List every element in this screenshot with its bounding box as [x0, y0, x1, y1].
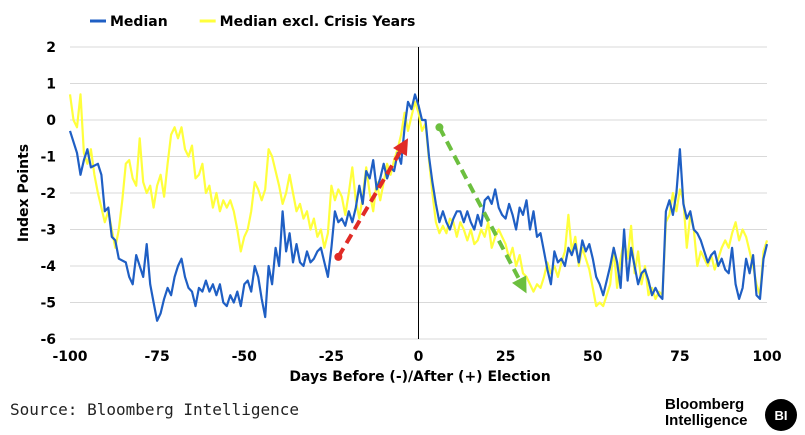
logo-line-1: Bloomberg: [665, 396, 745, 413]
y-tick-label: 1: [46, 77, 56, 93]
series-line-0: [68, 93, 769, 322]
x-tick-label: 0: [414, 349, 424, 365]
arrow-head-0: [393, 138, 409, 157]
arrow-shaft-1: [437, 126, 521, 281]
y-tick-label: -4: [40, 259, 56, 275]
bloomberg-intelligence-logo: Bloomberg Intelligence: [665, 397, 748, 429]
y-tick-label: 0: [46, 113, 56, 129]
x-tick-label: 100: [752, 349, 781, 365]
x-axis-label: Days Before (-)/After (+) Election: [289, 369, 550, 385]
y-tick-label: -5: [40, 296, 56, 312]
y-tick-label: -6: [40, 332, 56, 348]
x-tick-label: -25: [319, 349, 344, 365]
x-tick-label: 75: [670, 349, 689, 365]
source-note: Source: Bloomberg Intelligence: [10, 400, 299, 419]
y-tick-label: 2: [46, 40, 56, 56]
arrow-start-1: [435, 123, 444, 132]
x-tick-label: 50: [583, 349, 603, 365]
x-tick-label: 25: [496, 349, 515, 365]
x-tick-label: -50: [232, 349, 258, 365]
y-tick-label: -2: [40, 186, 56, 202]
legend-label-0: Median: [110, 14, 168, 30]
line-chart: 210-1-2-3-4-5-6 -100 -75 -50 -25 0 25 50 75 100 …: [16, 14, 782, 385]
arrow-start-0: [334, 252, 343, 261]
bi-badge-icon: BI: [765, 399, 797, 431]
y-axis-ticks: 2 1 0 -1 -2 -3 -4 -5 -6: [40, 40, 56, 348]
x-tick-label: -75: [144, 349, 169, 365]
trend-arrows: [334, 123, 527, 294]
arrow-head-1: [512, 275, 527, 294]
y-tick-label: -1: [40, 150, 56, 166]
y-axis-label: Index Points: [16, 144, 32, 242]
series-lines: [68, 93, 769, 322]
x-axis-ticks: -100 -75 -50 -25 0 25 50 75 100: [52, 349, 781, 365]
arrow-shaft-0: [336, 151, 402, 258]
logo-line-2: Intelligence: [665, 412, 748, 429]
x-tick-label: -100: [52, 349, 87, 365]
y-tick-label: -3: [40, 223, 56, 239]
legend-label-1: Median excl. Crisis Years: [220, 14, 416, 30]
legend: Median Median excl. Crisis Years: [90, 14, 415, 30]
